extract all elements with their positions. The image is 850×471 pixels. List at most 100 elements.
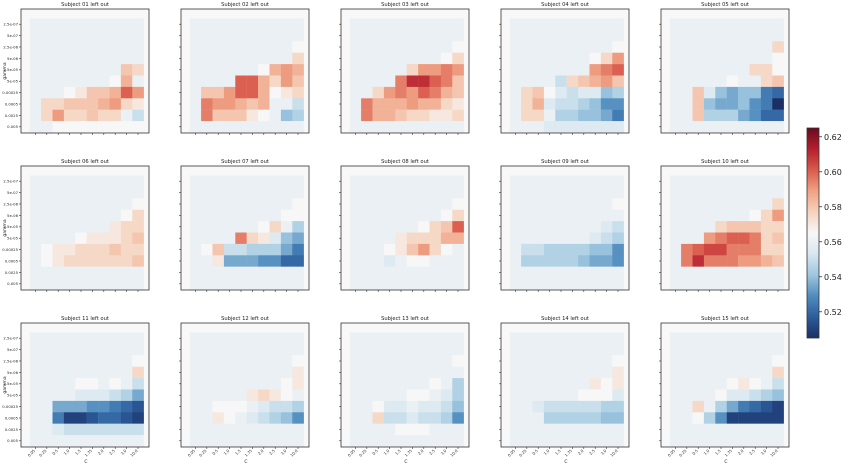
heatmap-cell [521, 18, 533, 31]
heatmap-cell [726, 29, 739, 42]
heatmap-cell [52, 121, 65, 133]
heatmap-cell [418, 255, 430, 267]
heatmap-cell [589, 366, 602, 379]
heatmap-cell [612, 366, 624, 379]
heatmap-cell [223, 75, 236, 88]
heatmap-cell [29, 209, 42, 222]
heatmap-cell [235, 243, 247, 256]
heatmap-cell [258, 29, 270, 42]
heatmap-cell [349, 366, 362, 379]
heatmap-cell [201, 41, 213, 53]
heatmap-cell [132, 278, 144, 290]
heatmap-cell [383, 29, 396, 42]
heatmap-cell [246, 412, 259, 424]
heatmap-cell [532, 52, 545, 65]
heatmap-cell [120, 355, 133, 367]
heatmap-cell [612, 423, 624, 436]
colorbar-gradient [806, 127, 820, 339]
heatmap-cell [41, 29, 53, 42]
heatmap-cell [760, 400, 773, 413]
heatmap-cell [29, 41, 42, 53]
heatmap-cell [681, 278, 693, 290]
heatmap-cell [292, 412, 304, 424]
heatmap-cell [63, 29, 76, 42]
heatmap-cell [429, 186, 442, 199]
heatmap-cell [98, 243, 110, 256]
heatmap-cell [349, 175, 362, 188]
heatmap-cell [109, 209, 122, 222]
heatmap-cell [120, 198, 133, 210]
heatmap-cell [395, 209, 407, 222]
heatmap-cell [726, 332, 739, 345]
heatmap-cell [86, 400, 99, 413]
heatmap-cell [738, 52, 750, 65]
heatmap-cell [246, 109, 259, 122]
heatmap-cell [772, 343, 784, 356]
heatmap-cell [509, 343, 522, 356]
heatmap-cell [258, 198, 270, 210]
heatmap-cell [406, 278, 419, 290]
heatmap-cell [440, 221, 453, 233]
heatmap-cell [715, 98, 727, 110]
heatmap-cell [132, 221, 144, 233]
heatmap-cell [349, 378, 362, 390]
heatmap-cell [703, 355, 716, 367]
heatmap-cell [703, 332, 716, 345]
x-tick-label: 3.0 [599, 448, 607, 456]
heatmap-cell [292, 209, 304, 222]
heatmap-cell [292, 232, 304, 245]
heatmap-cell [201, 255, 213, 267]
heatmap-cell [109, 378, 122, 390]
heatmap-cell [749, 86, 762, 99]
heatmap-cell [75, 400, 87, 413]
heatmap-cell [418, 366, 430, 379]
heatmap-cell [452, 198, 464, 210]
heatmap-cell [600, 266, 613, 279]
heatmap-cell [532, 29, 545, 42]
heatmap-cell [98, 232, 110, 245]
heatmap-cell [223, 18, 236, 31]
heatmap-cell [521, 221, 533, 233]
heatmap-cell [566, 412, 579, 424]
heatmap-cell [738, 255, 750, 267]
heatmap-cell [726, 186, 739, 199]
heatmap-cell [418, 278, 430, 290]
heatmap-cell [452, 378, 464, 390]
heatmap-cell [578, 343, 590, 356]
heatmap-cell [749, 243, 762, 256]
heatmap-cell [555, 389, 567, 402]
heatmap-cell [681, 332, 693, 345]
heatmap-cell [749, 41, 762, 53]
heatmap-cell [703, 109, 716, 122]
heatmap-cell [361, 232, 373, 245]
heatmap-cell [566, 366, 579, 379]
heatmap-cell [772, 412, 784, 424]
heatmap-cell [235, 366, 247, 379]
heatmap-cell [452, 435, 464, 447]
heatmap-cell [52, 366, 65, 379]
heatmap-cell [361, 64, 373, 76]
heatmap-cell [120, 255, 133, 267]
heatmap-cell [269, 75, 282, 88]
heatmap-cell [383, 389, 396, 402]
heatmap-cell [738, 355, 750, 367]
heatmap-cell [86, 98, 99, 110]
heatmap-cell [52, 378, 65, 390]
heatmap-cell [532, 209, 545, 222]
panel-title: Subject 14 left out [541, 316, 589, 322]
heatmap-cell [418, 412, 430, 424]
heatmap-cell [669, 435, 682, 447]
heatmap-cell [120, 366, 133, 379]
heatmap-cell [509, 175, 522, 188]
heatmap-cell [600, 389, 613, 402]
heatmap-cell [749, 18, 762, 31]
heatmap-cell [201, 366, 213, 379]
heatmap-cell [189, 18, 202, 31]
heatmap-cell [600, 41, 613, 53]
heatmap-cell [361, 435, 373, 447]
heatmap-cell [555, 121, 567, 133]
heatmap-cell [772, 18, 784, 31]
heatmap-cell [280, 175, 293, 188]
